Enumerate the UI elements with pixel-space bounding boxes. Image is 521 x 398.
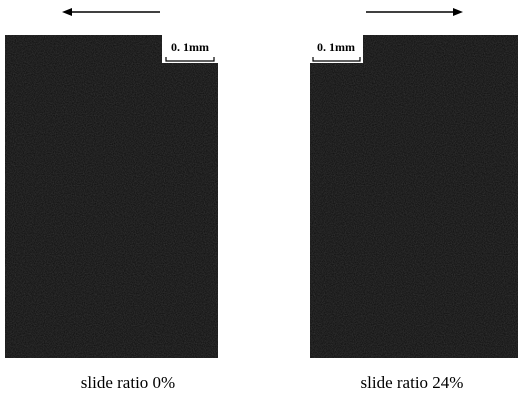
micrograph-left: 0. 1mm — [5, 35, 218, 358]
figure: 0. 1mm 0. 1mm slide ratio 0% slide ratio… — [0, 0, 521, 393]
caption: slide ratio 24% — [361, 373, 464, 392]
scale-label: 0. 1mm — [171, 40, 209, 54]
caption: slide ratio 0% — [81, 373, 175, 392]
page: 0. 1mm 0. 1mm slide ratio 0% slide ratio… — [0, 0, 521, 393]
micrograph-right: 0. 1mm — [310, 35, 518, 358]
scale-label: 0. 1mm — [317, 40, 355, 54]
motion-arrow-left — [62, 8, 160, 16]
motion-arrow-right — [366, 8, 463, 16]
